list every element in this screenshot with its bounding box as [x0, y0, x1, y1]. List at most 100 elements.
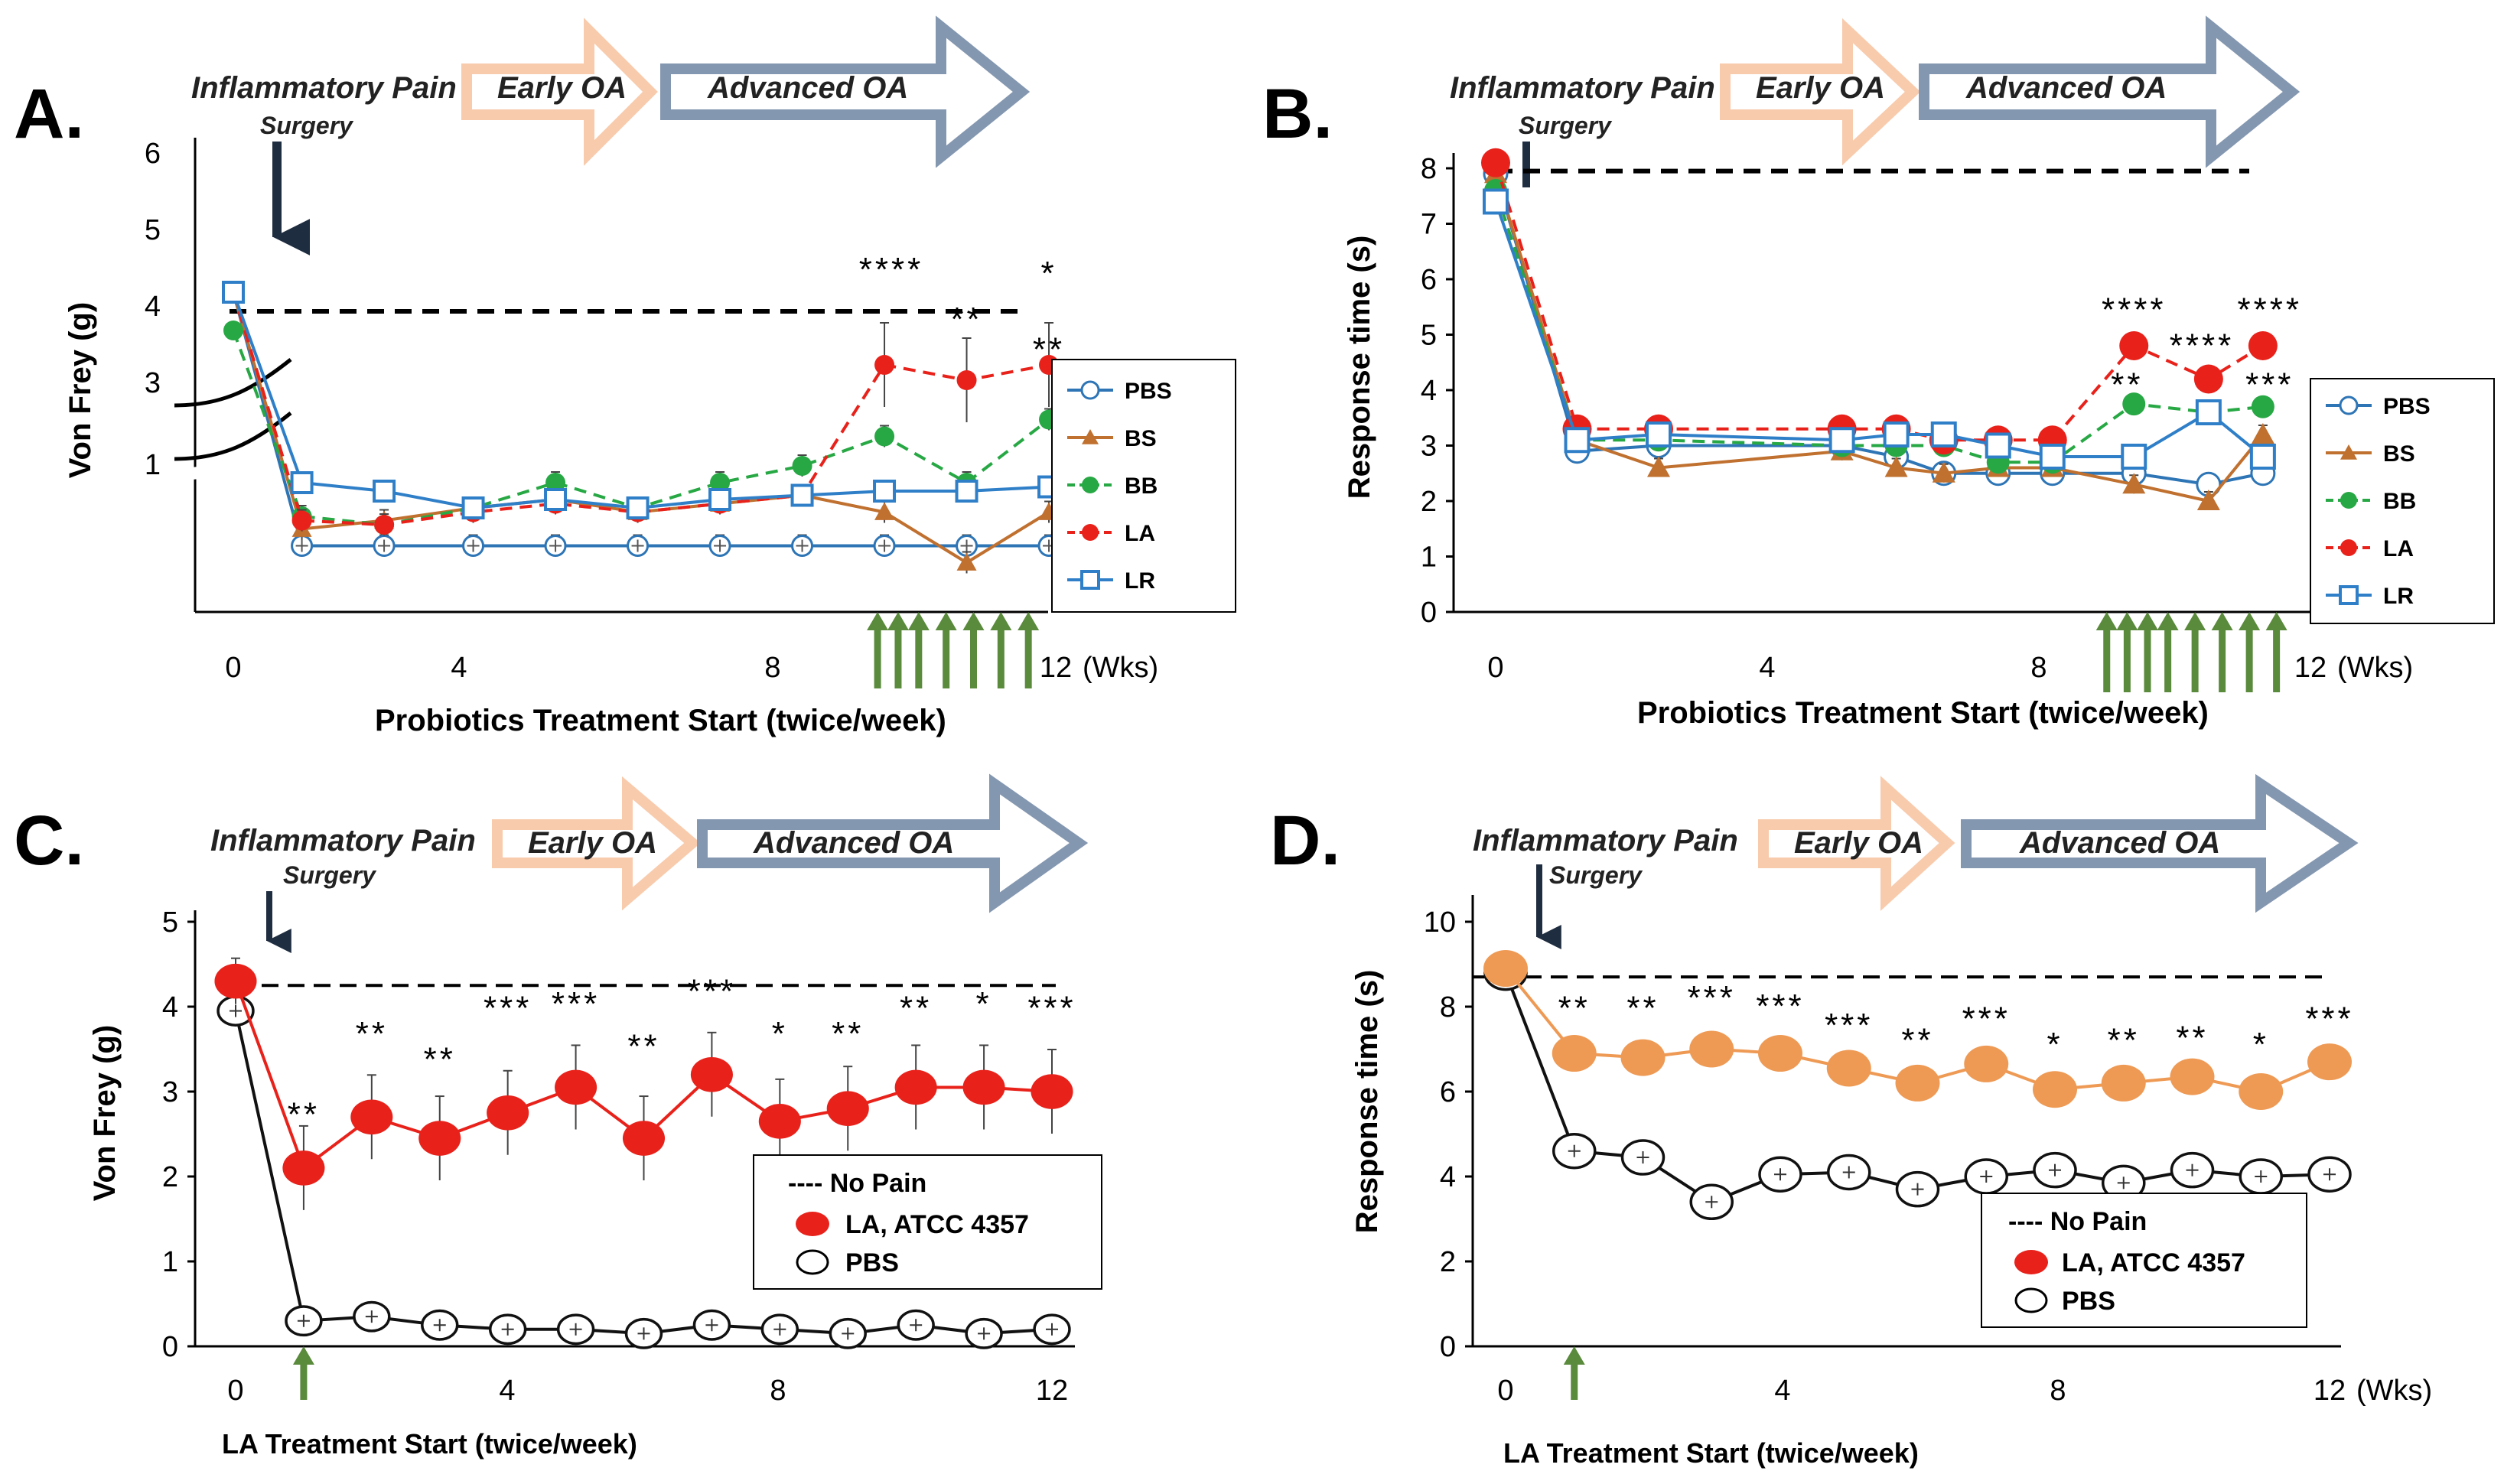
panel-b-legend-label-1: BS: [2383, 441, 2415, 467]
panel-b-plot: ************** ***: [1481, 148, 2299, 692]
panel-b-series-bb-line: [1494, 190, 2264, 464]
panel-c-xtick-12: 12: [1036, 1375, 1068, 1407]
panel-d-stage-early: Early OA: [1794, 826, 1923, 860]
panel-d-series-la-point-8: [2033, 1071, 2077, 1108]
panel-a-ytick-1: 1: [145, 449, 161, 481]
panel-b-series-bs-point-4: [1884, 456, 1908, 477]
panel-b-ytick-label-1: 1: [1421, 542, 1437, 574]
panel-c-series-la-point-12: [1031, 1074, 1073, 1109]
panel-c-ylabel: Von Frey (g): [88, 1025, 122, 1201]
panel-d-star-1: **: [1626, 990, 1659, 1027]
panel-a-series-bb-point-6: [710, 473, 731, 493]
panel-c-series-la-point-7: [690, 1057, 733, 1092]
panel-d-letter: D.: [1270, 802, 1340, 880]
panel-b-xtick-8: 8: [2030, 652, 2047, 684]
panel-b-series-lr-point-8: [2121, 444, 2147, 470]
panel-b-series-bs-point-8: [2122, 473, 2146, 494]
panel-a-series-la-point-9: [956, 370, 977, 390]
panel-b-legend: PBS BS BB LA LR: [2310, 378, 2495, 624]
panel-a-series-bb-point-0: [223, 321, 243, 340]
panel-b-series-la-point-9: [2193, 364, 2223, 394]
panel-b-stage-pain: Inflammatory Pain: [1450, 71, 1715, 105]
panel-a-surgery-label: Surgery: [260, 112, 354, 139]
panel-c-surgery-label: Surgery: [283, 861, 377, 889]
panel-b-legend-label-4: LR: [2383, 584, 2414, 609]
panel-d-ytick-label-5: 10: [1424, 906, 1456, 939]
panel-c-stage-advanced: Advanced OA: [753, 826, 954, 860]
panel-a-series-lr-line: [232, 291, 1050, 510]
panel-c-star-5: **: [627, 1028, 659, 1066]
panel-d-star-4: ***: [1825, 1007, 1873, 1044]
panel-c: C. Inflammatory Pain Surgery Early OA Ad…: [14, 773, 1102, 1460]
panel-d-series-la-point-9: [2101, 1064, 2146, 1102]
panel-b-legend-marker-3: [2340, 539, 2357, 556]
panel-d-series-la-point-5: [1826, 1050, 1871, 1087]
panel-d-xtick-12: 12: [2314, 1375, 2346, 1407]
panel-c-series-la-point-2: [350, 1099, 393, 1135]
panel-d-series-la-point-1: [1552, 1035, 1597, 1072]
panel-b-series-lr-point-3: [1828, 427, 1855, 454]
panel-c-series-la-point-8: [758, 1104, 801, 1139]
panel-d-star-9: **: [2176, 1020, 2208, 1057]
panel-a-x-ticks: 0 4 8 12: [225, 652, 1072, 684]
panel-c-series-la-point-3: [418, 1121, 461, 1156]
panel-b-stage-early: Early OA: [1756, 71, 1885, 105]
panel-a-legend-label-2: BB: [1125, 474, 1158, 499]
panel-d-star-10: *: [2253, 1026, 2269, 1063]
panel-c-series-la-point-9: [826, 1091, 869, 1126]
panel-b-series-lr-line: [1494, 200, 2265, 458]
panel-a-series-la-line: [232, 291, 1050, 527]
panel-a-treatment-arrow-head-1: [887, 612, 909, 630]
panel-b-series-lr-point-10: [2249, 444, 2276, 470]
panel-c-ytick-label-5: 5: [162, 906, 178, 939]
panel-d-early-oa-arrow: [1758, 776, 1955, 911]
panel-d-series-la-point-11: [2239, 1073, 2284, 1110]
panel-d-stage-pain: Inflammatory Pain: [1473, 824, 1738, 858]
panel-b-series-la-point-8: [2119, 331, 2149, 360]
panel-c-star-3: ***: [484, 990, 532, 1027]
panel-d-surgery-label: Surgery: [1549, 861, 1643, 889]
panel-b-advanced-oa-arrow: [1919, 15, 2300, 168]
panel-d-ytick-label-0: 0: [1440, 1331, 1456, 1363]
panel-b-xtick-0: 0: [1487, 652, 1503, 684]
panel-a-stage-early: Early OA: [497, 71, 627, 105]
panel-c-legend-pbs-marker: [796, 1249, 829, 1275]
panel-d-star-6: ***: [1962, 1001, 2011, 1038]
panel-a-stage-pain: Inflammatory Pain: [191, 71, 457, 105]
panel-d-ytick-label-1: 2: [1440, 1246, 1456, 1278]
panel-a-star-1: **: [950, 301, 982, 338]
panel-d-legend-la: LA, ATCC 4357: [2062, 1248, 2245, 1277]
panel-b-series-bs-point-5: [1932, 461, 1955, 483]
panel-b-xtick-12: 12: [2294, 652, 2327, 684]
panel-a-treatment-label: Probiotics Treatment Start (twice/week): [375, 704, 946, 737]
panel-b-series-lr-point-6: [1985, 432, 2011, 459]
panel-b-legend-marker-0: [2339, 395, 2359, 415]
panel-b-ytick-label-5: 5: [1421, 320, 1437, 352]
panel-c-treatment-label: LA Treatment Start (twice/week): [222, 1428, 637, 1460]
panel-c-star-1: **: [356, 1015, 388, 1053]
panel-a-xtick-12: 12: [1040, 652, 1072, 684]
panel-c-ytick-label-2: 2: [162, 1161, 178, 1193]
panel-a-series-lr-point-0: [222, 281, 245, 304]
panel-b-series-lr-point-0: [1483, 188, 1509, 215]
panel-a-ytick-4: 4: [145, 291, 161, 323]
panel-c-series-la-point-10: [894, 1069, 937, 1105]
panel-a-xtick-0: 0: [225, 652, 241, 684]
panel-d-treatment-label: LA Treatment Start (twice/week): [1503, 1437, 1919, 1469]
panel-d-series-la-point-12: [2307, 1043, 2352, 1081]
panel-d-ytick-label-4: 8: [1440, 991, 1456, 1024]
panel-c-series-la-point-0: [214, 963, 257, 999]
panel-b-series-bs-point-9: [2196, 490, 2220, 510]
panel-c-x-ticks: 0 4 8 12: [227, 1375, 1068, 1407]
panel-b-ytick-label-3: 3: [1421, 431, 1437, 463]
panel-c-star-2: **: [424, 1040, 456, 1078]
panel-c-ytick-label-1: 1: [162, 1246, 178, 1278]
panel-c-star-6: ***: [688, 972, 736, 1010]
panel-a-ytick-3: 3: [145, 367, 161, 399]
panel-a-legend-marker-2: [1082, 477, 1099, 493]
panel-b-series-bb-point-8: [2122, 392, 2146, 416]
panel-d-legend-pbs: PBS: [2062, 1287, 2115, 1316]
panel-a-axes: [174, 138, 1048, 613]
panel-d-star-8: **: [2108, 1021, 2140, 1059]
